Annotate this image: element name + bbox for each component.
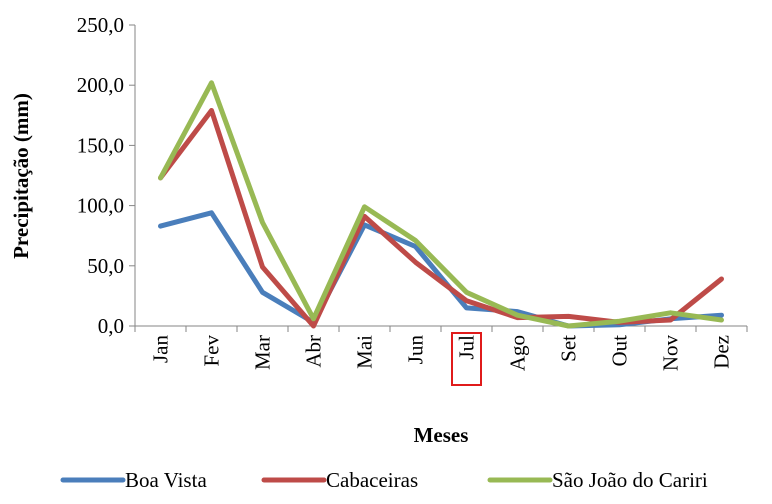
x-tick-label: Ago bbox=[506, 335, 530, 371]
y-tick-label: 200,0 bbox=[77, 73, 124, 97]
legend: Boa Vista Cabaceiras São João do Cariri bbox=[60, 468, 708, 492]
x-tick-label: Abr bbox=[302, 335, 326, 368]
y-axis-title: Precipitação (mm) bbox=[9, 93, 33, 259]
y-tick-label: 50,0 bbox=[87, 254, 124, 278]
y-tick-label: 100,0 bbox=[77, 194, 124, 218]
series-line-2 bbox=[158, 108, 724, 329]
y-tick-label: 0,0 bbox=[98, 314, 124, 338]
tick-labels: 0,0 50,0 100,0 150,0 200,0 250,0 Jan Fev Mar Abr M… bbox=[77, 13, 734, 386]
x-tick-label: Jun bbox=[404, 335, 428, 365]
x-tick-label: Dez bbox=[710, 335, 734, 369]
x-tick-label: Jan bbox=[149, 335, 173, 363]
x-tick-label: Set bbox=[557, 335, 581, 362]
legend-label: Boa Vista bbox=[125, 468, 207, 492]
x-tick-label: Jul bbox=[455, 335, 479, 360]
x-axis-title: Meses bbox=[414, 423, 469, 447]
x-tick-label: Fev bbox=[200, 335, 224, 367]
series-lines bbox=[158, 80, 724, 329]
highlight-box bbox=[451, 332, 482, 386]
x-tick-label: Mar bbox=[251, 335, 275, 370]
x-tick-label: Nov bbox=[659, 335, 683, 372]
x-tick-label: Out bbox=[608, 335, 632, 367]
y-tick-label: 150,0 bbox=[77, 133, 124, 157]
y-tick-label: 250,0 bbox=[77, 13, 124, 37]
legend-label: São João do Cariri bbox=[552, 468, 708, 492]
legend-label: Cabaceiras bbox=[326, 468, 418, 492]
x-tick-label: Mai bbox=[353, 335, 377, 369]
series-line-3 bbox=[158, 80, 724, 329]
axes bbox=[129, 24, 748, 332]
